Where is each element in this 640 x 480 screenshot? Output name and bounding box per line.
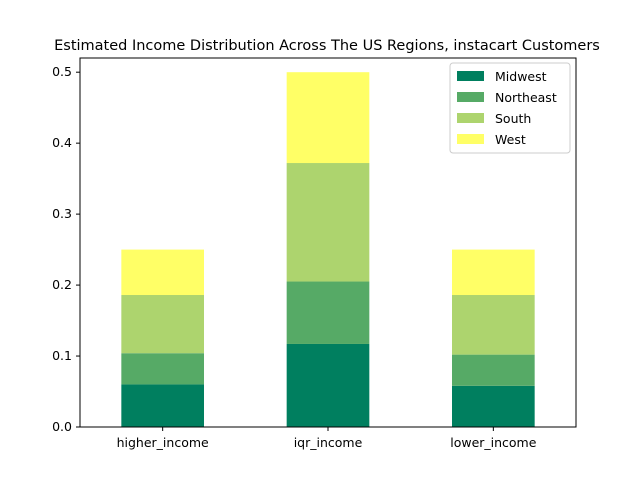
bar-south-iqr_income <box>286 163 370 282</box>
y-tick-label: 0.2 <box>52 277 72 292</box>
legend-box <box>449 62 571 154</box>
y-tick-label: 0.1 <box>52 348 72 363</box>
bar-west-higher_income <box>121 249 204 296</box>
bar-south-lower_income <box>452 295 535 355</box>
axes-layer: 0.0 0.1 0.2 0.3 0.4 0.5 higher_income iqr_incom… <box>52 57 577 450</box>
x-tick-label: lower_income <box>450 435 537 450</box>
bar-midwest-lower_income <box>452 385 535 427</box>
legend-label-south: South <box>495 111 531 126</box>
bar-northeast-higher_income <box>121 353 204 385</box>
x-tick-label: iqr_income <box>294 435 363 450</box>
bar-northeast-lower_income <box>452 354 535 386</box>
bars-layer <box>121 72 535 427</box>
bar-south-higher_income <box>121 295 204 354</box>
y-tick-label: 0.5 <box>52 64 72 79</box>
bar-midwest-higher_income <box>121 384 204 427</box>
chart-title: Estimated Income Distribution Across The… <box>54 38 600 54</box>
y-tick-label: 0.4 <box>52 135 72 150</box>
legend-label-northeast: Northeast <box>495 90 557 105</box>
y-tick-label: 0.0 <box>52 419 72 434</box>
bar-northeast-iqr_income <box>286 281 370 344</box>
legend-label-west: West <box>495 132 526 147</box>
legend: Midwest Northeast South West <box>449 62 571 154</box>
bar-west-lower_income <box>452 249 535 296</box>
legend-label-midwest: Midwest <box>495 69 547 84</box>
bar-midwest-iqr_income <box>286 343 370 427</box>
y-tick-label: 0.3 <box>52 206 72 221</box>
x-tick-label: higher_income <box>117 435 209 450</box>
legend-swatch-south <box>457 113 484 123</box>
legend-swatch-midwest <box>457 71 484 81</box>
legend-swatch-northeast <box>457 92 484 102</box>
bar-west-iqr_income <box>286 72 370 164</box>
legend-swatch-west <box>457 134 484 144</box>
